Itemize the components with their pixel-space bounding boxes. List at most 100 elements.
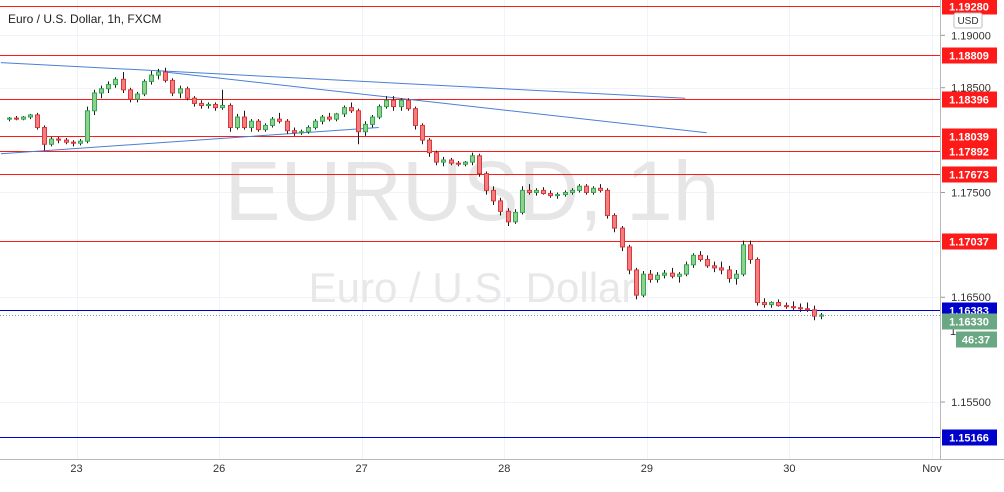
level-tag-label-4: 1.17892: [949, 147, 989, 159]
candles: [7, 67, 824, 321]
candle-body-82: [591, 187, 596, 193]
candle-8: [64, 138, 69, 145]
candle-33: [242, 110, 247, 130]
candle-body-61: [441, 159, 446, 163]
candle-body-58: [420, 124, 425, 141]
candle-body-43: [313, 120, 318, 129]
level-tag-label-3: 1.18039: [949, 132, 989, 144]
level-tag-label-6: 1.17037: [949, 237, 989, 249]
candle-body-38: [277, 118, 282, 122]
candle-body-111: [798, 307, 803, 310]
candle-body-77: [555, 194, 560, 197]
candle-47: [342, 105, 347, 118]
candle-73: [527, 184, 532, 195]
candle-body-21: [156, 71, 161, 76]
candle-40: [292, 127, 297, 136]
candle-body-50: [363, 123, 368, 133]
candle-body-2: [21, 116, 26, 120]
candle-41: [299, 129, 304, 135]
candle-65: [470, 152, 475, 166]
candle-body-37: [270, 118, 275, 126]
candle-86: [620, 226, 625, 252]
candle-111: [798, 303, 803, 312]
candle-body-97: [698, 254, 703, 261]
candle-body-57: [413, 108, 418, 126]
candle-49: [356, 108, 361, 145]
candle-2: [21, 116, 26, 121]
candle-body-26: [192, 97, 197, 104]
candle-44: [320, 114, 325, 125]
candle-85: [612, 213, 617, 233]
candle-100: [719, 261, 724, 275]
candle-104: [748, 240, 753, 264]
candle-36: [263, 123, 268, 132]
candle-37: [270, 117, 275, 128]
candle-14: [106, 81, 111, 93]
candle-body-27: [199, 102, 204, 107]
candle-body-39: [285, 120, 290, 132]
candle-13: [99, 85, 104, 99]
candle-92: [662, 270, 667, 279]
candle-53: [384, 96, 389, 109]
candle-body-8: [64, 139, 69, 143]
candle-body-106: [762, 301, 767, 306]
level-tag-label-2: 1.18396: [949, 95, 989, 107]
candle-body-78: [563, 191, 568, 196]
candle-body-59: [427, 139, 432, 154]
candle-19: [142, 79, 147, 97]
horizontal-levels: [0, 6, 940, 438]
candle-23: [170, 78, 175, 97]
candle-24: [178, 85, 183, 99]
candle-105: [755, 257, 760, 306]
price-axis[interactable]: 1.19280 1.18809 1.18396 1.18039 1.17892 1.176…: [941, 0, 997, 446]
level-tag-6: [942, 233, 997, 250]
candle-76: [548, 190, 553, 198]
time-tick-4: 29: [641, 463, 653, 475]
candle-body-108: [776, 301, 781, 307]
candle-52: [377, 104, 382, 120]
candle-body-81: [584, 185, 589, 193]
candle-body-4: [35, 114, 40, 129]
candle-body-31: [228, 105, 233, 129]
countdown-label: 46:37: [962, 335, 990, 347]
candle-77: [555, 192, 560, 199]
candle-38: [277, 112, 282, 124]
candle-71: [513, 209, 518, 224]
level-tag-8: [942, 429, 997, 446]
candle-35: [256, 119, 261, 132]
candle-body-99: [712, 265, 717, 269]
candle-body-94: [677, 273, 682, 277]
candle-69: [498, 197, 503, 216]
candle-101: [727, 265, 732, 283]
price-tick-4: 1.15500: [951, 397, 991, 409]
candle-body-18: [135, 93, 140, 100]
candle-body-100: [719, 267, 724, 271]
candle-66: [477, 153, 482, 177]
candle-body-44: [320, 116, 325, 122]
candle-body-52: [377, 106, 382, 118]
candle-102: [734, 270, 739, 285]
candle-body-19: [142, 80, 147, 95]
level-tag-label-1: 1.18809: [949, 51, 989, 63]
candle-84: [605, 188, 610, 219]
candle-body-51: [370, 116, 375, 125]
candle-body-72: [520, 189, 525, 213]
candle-body-3: [28, 114, 33, 118]
candle-body-63: [456, 162, 461, 165]
candle-body-85: [612, 215, 617, 229]
candle-body-60: [434, 152, 439, 163]
candle-body-102: [734, 273, 739, 279]
currency-label: USD: [957, 16, 978, 27]
candle-109: [784, 302, 789, 309]
time-tick-0: 23: [70, 463, 82, 475]
candle-1: [14, 116, 19, 121]
candle-4: [35, 112, 40, 130]
candle-28: [206, 102, 211, 109]
candle-67: [484, 171, 489, 195]
candle-body-89: [641, 273, 646, 296]
time-axis[interactable]: 23 26 27 28 29 30 Nov: [70, 463, 942, 475]
candle-body-76: [548, 193, 553, 197]
candle-body-73: [527, 189, 532, 193]
